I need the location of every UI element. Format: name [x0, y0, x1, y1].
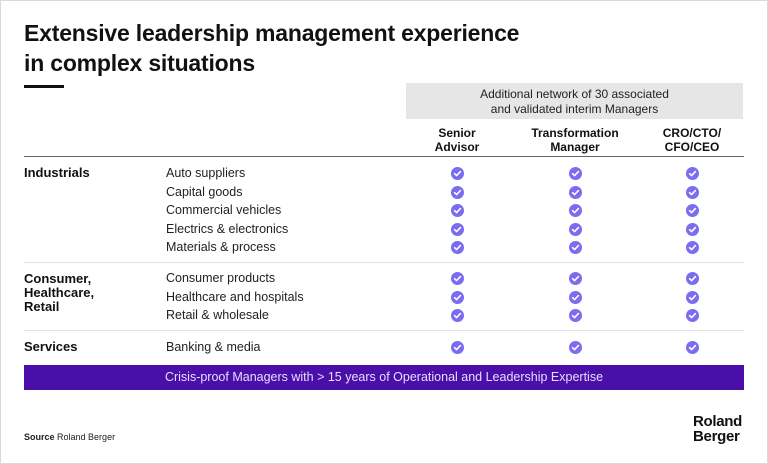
- check-icon: [450, 341, 464, 354]
- check-icon: [450, 291, 464, 304]
- check-icon: [685, 186, 699, 199]
- check-icon: [685, 309, 699, 322]
- title-underline: [24, 85, 64, 88]
- check-icon: [450, 167, 464, 180]
- expertise-banner: Crisis-proof Managers with > 15 years of…: [24, 365, 744, 390]
- column-header-transformation-manager: Transformation Manager: [520, 126, 630, 154]
- column-header-line: CFO/CEO: [664, 140, 720, 154]
- category-label-line: Retail: [24, 299, 60, 314]
- check-icon: [685, 341, 699, 354]
- column-header-line: CRO/CTO/: [662, 126, 722, 140]
- check-icon: [450, 186, 464, 199]
- network-line-2: and validated interim Managers: [490, 102, 659, 116]
- row-label-auto-suppliers: Auto suppliers: [166, 166, 246, 180]
- logo-line: Roland: [693, 413, 743, 430]
- check-icon: [568, 341, 582, 354]
- column-header-line: Senior: [438, 126, 476, 140]
- row-label-retail: Retail & wholesale: [166, 308, 269, 322]
- category-industrials: Industrials: [24, 166, 90, 180]
- check-icon: [450, 241, 464, 254]
- network-line-1: Additional network of 30 associated: [480, 87, 669, 101]
- check-icon: [450, 204, 464, 217]
- check-icon: [450, 272, 464, 285]
- column-header-line: Advisor: [434, 140, 480, 154]
- category-services: Services: [24, 340, 78, 354]
- check-icon: [568, 291, 582, 304]
- network-header: Additional network of 30 associated and …: [406, 83, 743, 119]
- check-icon: [450, 309, 464, 322]
- column-header-executive: CRO/CTO/ CFO/CEO: [637, 126, 747, 154]
- check-icon: [685, 272, 699, 285]
- source-label: Source: [24, 432, 55, 442]
- logo-line: Berger: [693, 428, 740, 445]
- check-icon: [450, 223, 464, 236]
- check-icon: [568, 272, 582, 285]
- roland-berger-logo: Roland Berger: [693, 414, 742, 444]
- column-header-line: Transformation: [531, 126, 619, 140]
- row-label-commercial-vehicles: Commercial vehicles: [166, 203, 282, 217]
- category-label-line: Consumer,: [24, 271, 92, 286]
- header-divider: [24, 156, 744, 157]
- column-header-line: Manager: [550, 140, 600, 154]
- row-label-healthcare: Healthcare and hospitals: [166, 290, 304, 304]
- category-label-line: Healthcare,: [24, 285, 95, 300]
- category-label-line: Industrials: [24, 165, 90, 180]
- title-line-1: Extensive leadership management experien…: [24, 20, 520, 46]
- check-icon: [568, 186, 582, 199]
- row-label-materials: Materials & process: [166, 240, 276, 254]
- category-divider: [24, 330, 744, 331]
- category-label-line: Services: [24, 339, 78, 354]
- column-header-senior-advisor: Senior Advisor: [402, 126, 512, 154]
- check-icon: [568, 223, 582, 236]
- row-label-consumer-products: Consumer products: [166, 271, 276, 285]
- row-label-electrics: Electrics & electronics: [166, 222, 289, 236]
- check-icon: [685, 291, 699, 304]
- check-icon: [568, 241, 582, 254]
- check-icon: [685, 204, 699, 217]
- check-icon: [568, 309, 582, 322]
- check-icon: [685, 223, 699, 236]
- category-consumer-healthcare-retail: Consumer, Healthcare, Retail: [24, 272, 94, 314]
- title-line-2: in complex situations: [24, 50, 255, 76]
- source-value: Roland Berger: [57, 432, 116, 442]
- category-divider: [24, 262, 744, 263]
- row-label-banking-media: Banking & media: [166, 340, 261, 354]
- page-title: Extensive leadership management experien…: [24, 18, 519, 78]
- check-icon: [568, 204, 582, 217]
- check-icon: [685, 167, 699, 180]
- check-icon: [685, 241, 699, 254]
- row-label-capital-goods: Capital goods: [166, 185, 243, 199]
- check-icon: [568, 167, 582, 180]
- source-note: Source Roland Berger: [24, 432, 115, 442]
